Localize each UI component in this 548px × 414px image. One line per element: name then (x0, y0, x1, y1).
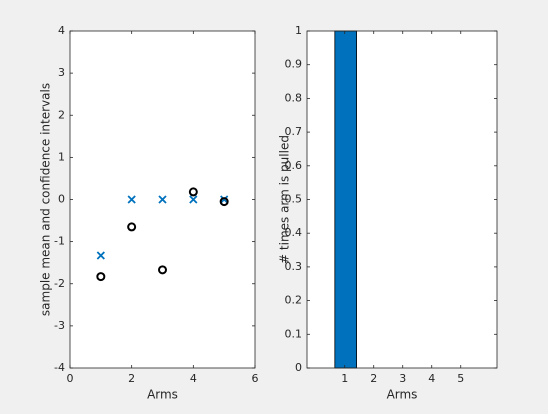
y-tick-label: 1 (295, 24, 302, 37)
bar (334, 30, 357, 369)
x-tick-label: 6 (252, 372, 259, 385)
y-tick-label: 0 (58, 193, 65, 206)
y-tick-label: 0.3 (285, 260, 303, 273)
x-tick-label: 3 (399, 372, 406, 385)
y-tick-label: 0.2 (285, 294, 303, 307)
x-marker (189, 195, 198, 204)
circle-marker (96, 272, 106, 282)
x-tick-label: 5 (457, 372, 464, 385)
circle-marker (127, 222, 137, 232)
x-axis-label: Arms (147, 388, 178, 402)
y-tick-label: 0.4 (285, 226, 303, 239)
y-tick-label: -2 (54, 277, 65, 290)
circle-marker (219, 197, 229, 207)
y-tick-label: 0.1 (285, 327, 303, 340)
x-tick-label: 0 (67, 372, 74, 385)
y-tick-label: 0.6 (285, 159, 303, 172)
x-marker (127, 195, 136, 204)
y-tick-label: 1 (58, 150, 65, 163)
x-tick-label: 2 (128, 372, 135, 385)
x-tick-label: 4 (190, 372, 197, 385)
y-tick-label: -4 (54, 361, 65, 374)
x-tick-label: 4 (428, 372, 435, 385)
y-axis-label: sample mean and confidence intervals (39, 83, 53, 316)
y-tick-label: -1 (54, 235, 65, 248)
y-tick-label: 3 (58, 66, 65, 79)
y-tick-label: 0 (295, 361, 302, 374)
x-axis-label: Arms (387, 388, 418, 402)
y-tick-label: 0.5 (285, 193, 303, 206)
y-tick-label: -3 (54, 319, 65, 332)
x-tick-label: 2 (370, 372, 377, 385)
x-marker (158, 195, 167, 204)
y-tick-label: 2 (58, 108, 65, 121)
y-axis-label: # times arm is pulled (278, 135, 292, 264)
y-tick-label: 0.7 (285, 125, 303, 138)
circle-marker (158, 265, 167, 275)
circle-marker (188, 187, 198, 197)
x-marker (96, 251, 105, 260)
y-tick-label: 0.9 (285, 58, 303, 71)
y-tick-label: 0.8 (285, 91, 303, 104)
y-tick-label: 4 (58, 24, 65, 37)
x-tick-label: 1 (341, 372, 348, 385)
x-marker (220, 195, 229, 204)
